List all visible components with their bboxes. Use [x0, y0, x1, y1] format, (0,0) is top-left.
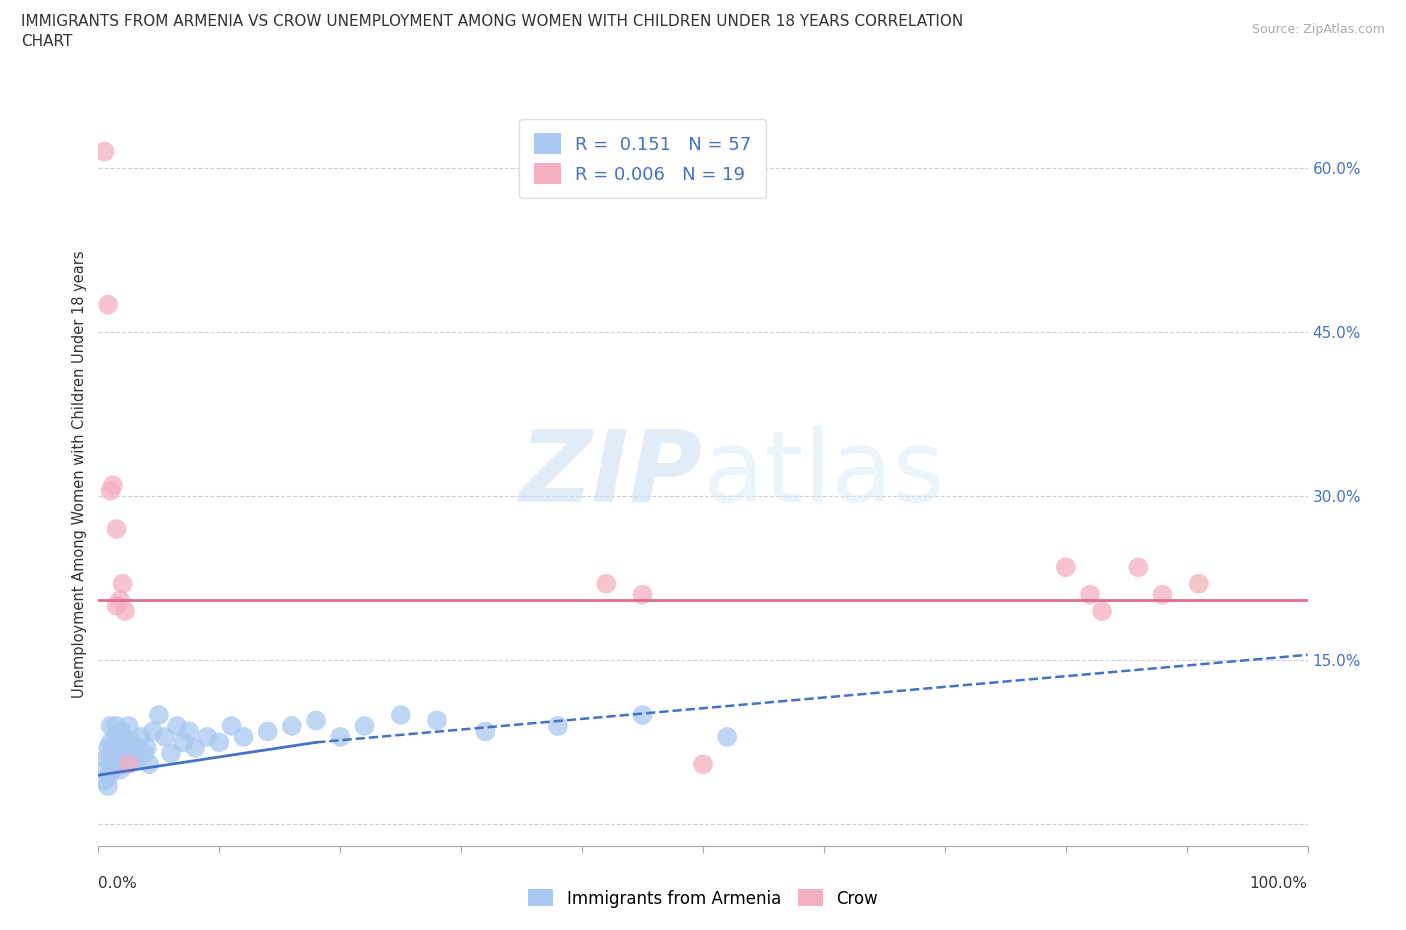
Point	[129, 729, 152, 744]
Point	[115, 735, 138, 750]
Point	[111, 729, 134, 744]
Point	[142, 724, 165, 738]
Point	[127, 751, 149, 766]
Point	[184, 740, 207, 755]
Point	[389, 708, 412, 723]
Point	[1128, 560, 1150, 575]
Point	[98, 768, 121, 783]
Text: CHART: CHART	[21, 34, 73, 49]
Y-axis label: Unemployment Among Women with Children Under 18 years: Unemployment Among Women with Children U…	[72, 250, 87, 698]
Text: ZIP: ZIP	[520, 426, 703, 523]
Point	[101, 740, 124, 755]
Text: 100.0%: 100.0%	[1250, 876, 1308, 891]
Point	[103, 746, 125, 761]
Point	[100, 751, 122, 766]
Point	[179, 724, 201, 738]
Point	[120, 751, 142, 766]
Point	[1078, 587, 1101, 602]
Point	[281, 719, 304, 734]
Point	[474, 724, 496, 738]
Point	[105, 598, 128, 613]
Point	[105, 719, 128, 734]
Point	[195, 729, 218, 744]
Point	[108, 592, 131, 607]
Point	[135, 740, 157, 755]
Point	[148, 708, 170, 723]
Point	[208, 735, 231, 750]
Point	[134, 746, 156, 761]
Point	[353, 719, 375, 734]
Point	[111, 746, 134, 761]
Point	[105, 757, 128, 772]
Point	[1054, 560, 1077, 575]
Point	[1188, 577, 1211, 591]
Point	[100, 719, 122, 734]
Legend: Immigrants from Armenia, Crow: Immigrants from Armenia, Crow	[522, 883, 884, 914]
Point	[117, 746, 139, 761]
Point	[121, 735, 143, 750]
Point	[1152, 587, 1174, 602]
Point	[114, 757, 136, 772]
Point	[256, 724, 278, 738]
Point	[114, 604, 136, 618]
Point	[172, 735, 194, 750]
Point	[1091, 604, 1114, 618]
Point	[329, 729, 352, 744]
Point	[104, 729, 127, 744]
Text: 0.0%: 0.0%	[98, 876, 138, 891]
Point	[631, 587, 654, 602]
Point	[97, 298, 120, 312]
Point	[118, 719, 141, 734]
Point	[100, 484, 122, 498]
Text: atlas: atlas	[703, 426, 945, 523]
Point	[124, 740, 146, 755]
Text: Source: ZipAtlas.com: Source: ZipAtlas.com	[1251, 23, 1385, 36]
Point	[112, 740, 135, 755]
Point	[94, 751, 117, 766]
Point	[153, 729, 176, 744]
Point	[108, 763, 131, 777]
Point	[138, 757, 160, 772]
Point	[107, 751, 129, 766]
Point	[426, 713, 449, 728]
Point	[716, 729, 738, 744]
Point	[305, 713, 328, 728]
Legend: R =  0.151   N = 57, R = 0.006   N = 19: R = 0.151 N = 57, R = 0.006 N = 19	[519, 119, 766, 198]
Point	[93, 773, 115, 788]
Point	[232, 729, 254, 744]
Point	[166, 719, 188, 734]
Point	[101, 763, 124, 777]
Point	[108, 740, 131, 755]
Point	[93, 144, 115, 159]
Point	[105, 522, 128, 537]
Point	[110, 724, 132, 738]
Point	[692, 757, 714, 772]
Point	[160, 746, 183, 761]
Point	[547, 719, 569, 734]
Point	[97, 740, 120, 755]
Point	[101, 478, 124, 493]
Point	[96, 763, 118, 777]
Text: IMMIGRANTS FROM ARMENIA VS CROW UNEMPLOYMENT AMONG WOMEN WITH CHILDREN UNDER 18 : IMMIGRANTS FROM ARMENIA VS CROW UNEMPLOY…	[21, 14, 963, 29]
Point	[118, 757, 141, 772]
Point	[111, 577, 134, 591]
Point	[221, 719, 243, 734]
Point	[97, 778, 120, 793]
Point	[631, 708, 654, 723]
Point	[595, 577, 617, 591]
Point	[100, 735, 122, 750]
